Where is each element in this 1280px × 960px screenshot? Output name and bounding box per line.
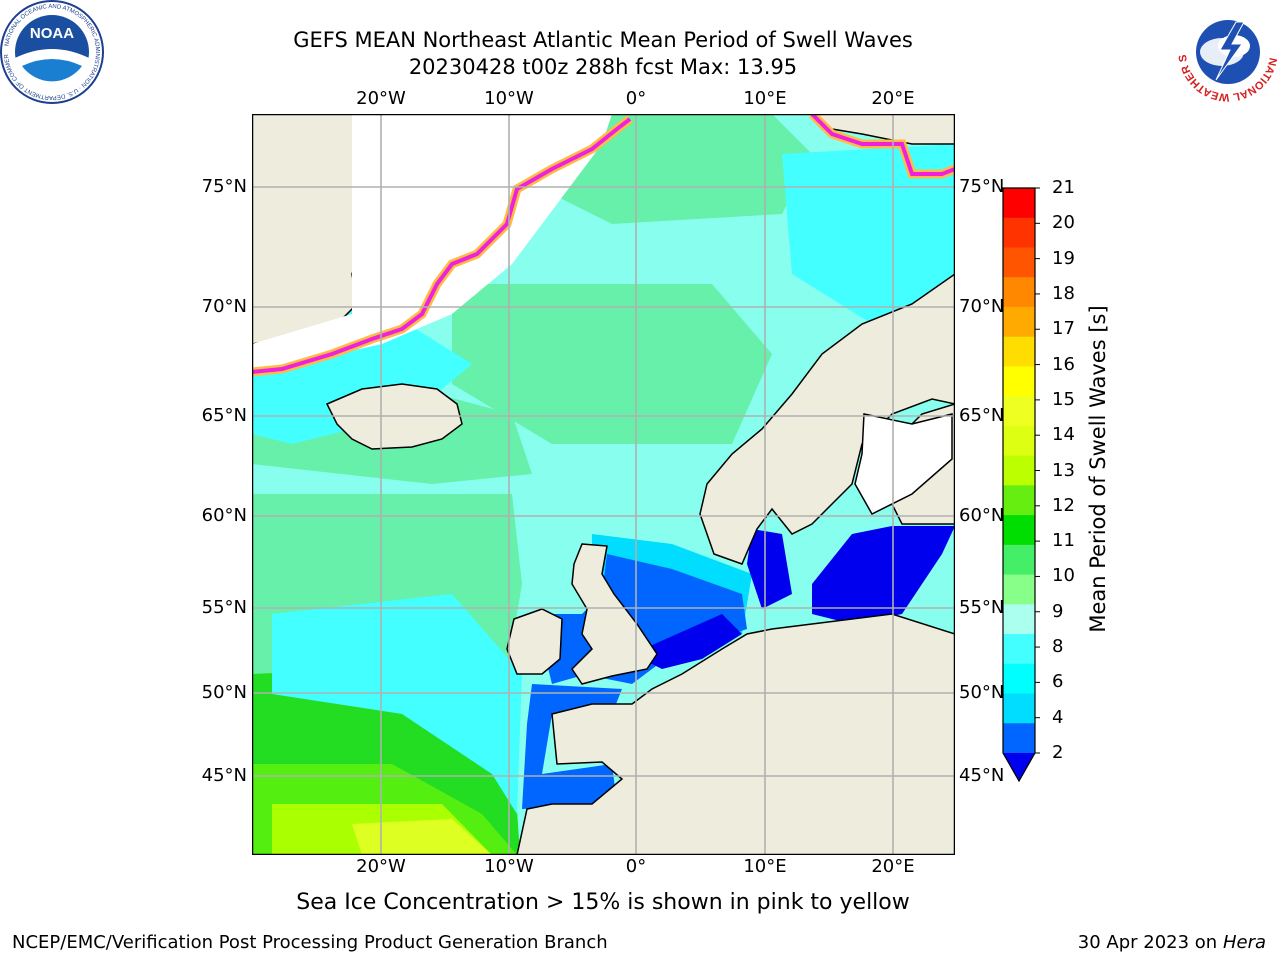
field-north-green — [552, 114, 812, 224]
colorbar-segment — [1003, 188, 1035, 219]
field-13-14s — [352, 819, 492, 855]
lon-label-top: 20°E — [871, 88, 915, 109]
lon-label-top: 10°W — [484, 88, 534, 109]
colorbar-tick-label: 9 — [1052, 600, 1064, 622]
footer-right: 30 Apr 2023 on Hera — [1078, 932, 1266, 953]
colorbar-segment — [1003, 217, 1035, 248]
lat-label-right: 65°N — [959, 405, 1005, 426]
ice-edge-line — [810, 114, 955, 176]
footer-date: 30 Apr 2023 on — [1077, 932, 1223, 953]
lat-label-right: 45°N — [959, 765, 1005, 786]
colorbar-segment — [1003, 574, 1035, 605]
lon-label-bottom: 20°W — [356, 856, 406, 877]
field-kattegat-darkblue — [747, 529, 792, 609]
colorbar-tick-label: 19 — [1052, 247, 1075, 269]
colorbar-tick-label: 16 — [1052, 353, 1075, 375]
field-biscay-blue — [522, 684, 622, 809]
colorbar-tick-label: 17 — [1052, 318, 1075, 340]
colorbar-tick-label: 18 — [1052, 282, 1075, 304]
colorbar-tick-label: 10 — [1052, 565, 1075, 587]
field-baltic-darkblue — [812, 526, 955, 624]
colorbar-segment — [1003, 306, 1035, 338]
lat-label-left: 45°N — [201, 765, 247, 786]
lon-label-top: 0° — [625, 88, 647, 109]
sea-ice-caption: Sea Ice Concentration > 15% is shown in … — [296, 890, 910, 915]
lon-label-bottom: 0° — [625, 856, 647, 877]
field-east-cyan — [782, 144, 955, 324]
colorbar-tick-label: 11 — [1052, 530, 1075, 552]
lon-label-bottom: 10°W — [484, 856, 534, 877]
swell-period-map — [252, 114, 955, 855]
lon-label-top: 10°E — [743, 88, 787, 109]
chart-subtitle: 20230428 t00z 288h fcst Max: 13.95 — [408, 55, 798, 79]
colorbar-segment — [1003, 277, 1035, 308]
colorbar-segment — [1003, 604, 1035, 635]
colorbar-segment — [1003, 723, 1035, 754]
colorbar-segment — [1003, 366, 1035, 397]
field-channel-darkblue — [632, 614, 742, 669]
lat-label-right: 75°N — [959, 176, 1005, 197]
colorbar-tick-label: 2 — [1052, 742, 1064, 763]
ice-edge-line — [252, 117, 632, 374]
colorbar-segment — [1003, 634, 1035, 665]
colorbar-segment — [1003, 544, 1035, 576]
colorbar-tick-label: 4 — [1052, 706, 1064, 728]
colorbar-segment — [1003, 336, 1035, 367]
lat-label-left: 70°N — [201, 296, 247, 317]
lat-label-left: 55°N — [201, 597, 247, 618]
colorbar-label: Mean Period of Swell Waves [s] — [1086, 305, 1110, 633]
lon-label-bottom: 10°E — [743, 856, 787, 877]
colorbar-segment — [1003, 693, 1035, 724]
colorbar-extend-triangle — [1003, 753, 1035, 781]
map-frame — [252, 114, 955, 855]
footer-host: Hera — [1222, 932, 1266, 953]
field-mid-green — [452, 284, 772, 444]
colorbar-tick-label: 8 — [1052, 636, 1064, 658]
field-south-cyan — [272, 594, 522, 814]
colorbar-tick-label: 12 — [1052, 494, 1075, 516]
colorbar-segment — [1003, 247, 1035, 278]
footer-left: NCEP/EMC/Verification Post Processing Pr… — [12, 932, 608, 953]
colorbar — [1002, 187, 1040, 783]
noaa-logo-text: NOAA — [30, 25, 74, 42]
graticule — [252, 114, 955, 855]
gulf-of-bothnia — [854, 413, 953, 515]
lat-label-left: 50°N — [201, 682, 247, 703]
sea-ice-edge — [252, 114, 955, 377]
colorbar-segment — [1003, 485, 1035, 516]
lon-label-top: 20°W — [356, 88, 406, 109]
colorbar-tick-label: 14 — [1052, 424, 1075, 446]
lat-label-right: 50°N — [959, 682, 1005, 703]
chart-title: GEFS MEAN Northeast Atlantic Mean Period… — [293, 28, 913, 52]
colorbar-segment — [1003, 425, 1035, 457]
colorbar-tick-label: 6 — [1052, 671, 1064, 693]
lat-label-left: 75°N — [201, 176, 247, 197]
colorbar-segment — [1003, 515, 1035, 546]
landmasses — [252, 114, 955, 855]
noaa-logo: NOAA NATIONAL OCEANIC AND ATMOSPHERIC AD… — [0, 0, 104, 104]
colorbar-tick-label: 15 — [1052, 388, 1075, 410]
colorbar-tick-label: 13 — [1052, 459, 1075, 481]
lat-label-left: 60°N — [201, 505, 247, 526]
colorbar-segment — [1003, 663, 1035, 695]
colorbar-segment — [1003, 455, 1035, 486]
land-europe — [516, 613, 955, 855]
lat-label-right: 55°N — [959, 597, 1005, 618]
colorbar-outline — [1002, 187, 1036, 783]
greenland-no-data — [252, 114, 612, 369]
colorbar-tick-label: 20 — [1052, 212, 1075, 234]
land-ireland — [506, 608, 563, 675]
colorbar-tick-label: 21 — [1052, 177, 1075, 198]
lat-label-right: 70°N — [959, 296, 1005, 317]
nws-logo: NATIONAL WEATHER SERVICE — [1176, 0, 1279, 103]
lat-label-left: 65°N — [201, 405, 247, 426]
colorbar-segment — [1003, 396, 1035, 427]
lon-label-bottom: 20°E — [871, 856, 915, 877]
lat-label-right: 60°N — [959, 505, 1005, 526]
